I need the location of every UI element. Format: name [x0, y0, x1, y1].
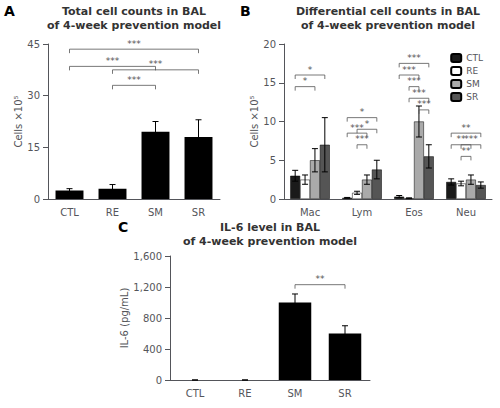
svg-text:***: ***: [149, 59, 163, 69]
svg-text:***: ***: [106, 56, 120, 66]
svg-text:Cells ×10⁵: Cells ×10⁵: [13, 95, 24, 147]
svg-text:15: 15: [263, 77, 276, 88]
svg-text:***: ***: [402, 65, 416, 75]
svg-text:20: 20: [263, 39, 276, 50]
svg-text:of 4-week prevention model: of 4-week prevention model: [47, 19, 221, 32]
svg-text:1,200: 1,200: [133, 282, 162, 293]
svg-text:10: 10: [263, 116, 276, 127]
svg-text:of 4-week prevention model: of 4-week prevention model: [301, 19, 475, 32]
svg-text:CTL: CTL: [466, 53, 483, 63]
svg-text:C: C: [118, 219, 128, 235]
svg-text:0: 0: [270, 194, 276, 205]
svg-text:Neu: Neu: [456, 207, 476, 218]
svg-text:Differential cell counts in BA: Differential cell counts in BAL: [296, 5, 480, 18]
svg-text:CTL: CTL: [60, 207, 79, 218]
svg-text:RE: RE: [238, 388, 251, 399]
svg-text:Cells ×10⁵: Cells ×10⁵: [249, 95, 260, 147]
svg-text:SR: SR: [192, 207, 205, 218]
svg-text:**: **: [316, 274, 326, 284]
svg-text:45: 45: [27, 39, 40, 50]
svg-text:***: ***: [407, 76, 421, 86]
svg-text:***: ***: [417, 99, 431, 109]
svg-text:*: *: [308, 65, 313, 75]
svg-text:Lym: Lym: [352, 207, 372, 218]
svg-text:30: 30: [27, 90, 40, 101]
svg-text:***: ***: [127, 39, 141, 49]
svg-text:*: *: [303, 76, 308, 86]
svg-text:**: **: [462, 146, 472, 156]
svg-text:***: ***: [355, 134, 369, 144]
svg-text:A: A: [4, 3, 15, 19]
svg-text:***: ***: [412, 88, 426, 98]
svg-text:400: 400: [143, 344, 162, 355]
svg-text:CTL: CTL: [186, 388, 205, 399]
svg-text:15: 15: [27, 142, 40, 153]
svg-text:0: 0: [156, 375, 162, 386]
svg-text:*: *: [365, 119, 370, 129]
svg-text:IL-6 level in BAL: IL-6 level in BAL: [220, 221, 320, 234]
svg-text:**: **: [462, 123, 472, 133]
svg-text:IL-6 (pg/mL): IL-6 (pg/mL): [119, 288, 130, 349]
svg-text:B: B: [240, 3, 251, 19]
svg-text:1,600: 1,600: [133, 251, 162, 262]
svg-text:Total cell counts in BAL: Total cell counts in BAL: [62, 5, 206, 18]
svg-text:***: ***: [127, 75, 141, 85]
svg-text:0: 0: [34, 194, 40, 205]
svg-text:***: ***: [464, 134, 478, 144]
svg-text:***: ***: [407, 53, 421, 63]
svg-text:5: 5: [270, 155, 276, 166]
svg-text:800: 800: [143, 313, 162, 324]
svg-text:of 4-week prevention model: of 4-week prevention model: [183, 235, 357, 248]
svg-text:SM: SM: [466, 79, 479, 89]
svg-text:SM: SM: [148, 207, 163, 218]
svg-text:Eos: Eos: [405, 207, 423, 218]
svg-text:Mac: Mac: [300, 207, 320, 218]
svg-text:RE: RE: [466, 66, 478, 76]
svg-text:RE: RE: [106, 207, 119, 218]
svg-text:*: *: [360, 107, 365, 117]
svg-text:SM: SM: [288, 388, 303, 399]
svg-text:SR: SR: [338, 388, 351, 399]
svg-text:SR: SR: [466, 92, 478, 102]
